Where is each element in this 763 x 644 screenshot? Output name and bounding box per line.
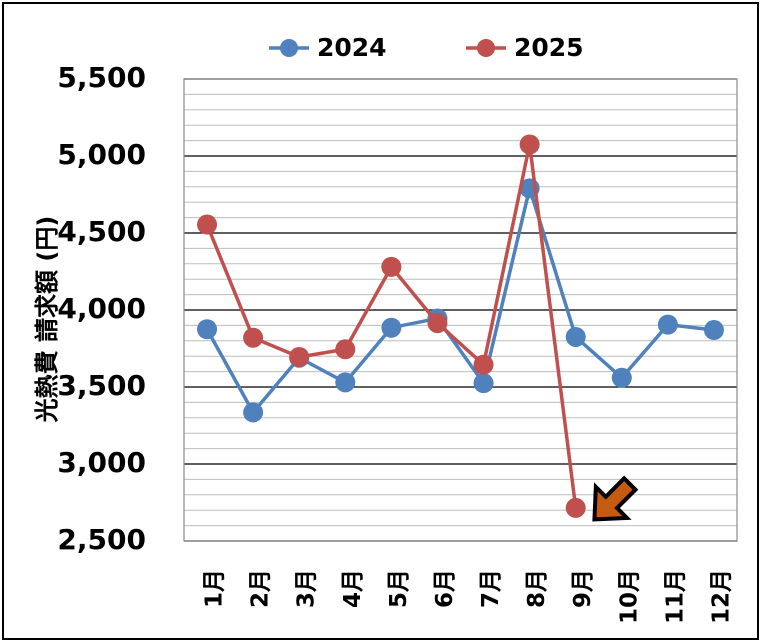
x-tick-label: 11月	[662, 569, 688, 624]
data-point	[335, 339, 356, 360]
data-point	[335, 372, 356, 393]
data-point	[565, 497, 586, 518]
legend: 2024 2025	[269, 33, 584, 62]
y-tick-label: 3,500	[57, 369, 146, 402]
data-point	[197, 214, 218, 235]
legend-label: 2025	[514, 33, 584, 62]
plot-area: 2,500 3,000 3,500 4,000 4,500 5,000 5,500 1月 2月 3…	[57, 61, 738, 624]
line-chart: 2024 2025 光熱費 請求額 (円) 2,500 3,000 3,500 4,00…	[33, 33, 738, 624]
y-axis-label: 光熱費 請求額 (円)	[33, 216, 61, 424]
x-tick-label: 12月	[708, 569, 734, 624]
data-point	[519, 134, 540, 155]
legend-label: 2024	[317, 33, 387, 62]
x-tick-label: 8月	[524, 569, 550, 608]
x-tick-label: 1月	[202, 569, 228, 608]
y-tick-label: 2,500	[57, 523, 146, 556]
series-2025	[197, 134, 586, 518]
y-tick-label: 4,000	[57, 292, 146, 325]
y-tick-label: 4,500	[57, 215, 146, 248]
x-tick-label: 4月	[340, 569, 366, 608]
data-point	[657, 314, 678, 335]
x-tick-label: 2月	[248, 569, 274, 608]
series-line	[205, 186, 715, 415]
data-point	[473, 354, 494, 375]
plot-border	[183, 78, 738, 542]
data-point	[289, 346, 310, 367]
x-tick-label: 10月	[616, 569, 642, 624]
y-tick-label: 5,500	[57, 61, 146, 94]
data-point	[381, 317, 402, 338]
data-point	[381, 256, 402, 277]
legend-marker	[280, 39, 298, 57]
x-tick-label: 5月	[386, 569, 412, 608]
data-point	[243, 402, 264, 423]
y-tick-label: 5,000	[57, 138, 146, 171]
x-tick-label: 9月	[570, 569, 596, 608]
legend-marker	[477, 39, 495, 57]
data-point	[565, 326, 586, 347]
legend-item-2024: 2024	[269, 33, 387, 62]
data-point	[243, 327, 264, 348]
data-point	[197, 319, 218, 340]
y-tick-label: 3,000	[57, 446, 146, 479]
annotation-arrow-icon	[592, 475, 639, 522]
y-axis-label-group: 光熱費 請求額 (円)	[33, 216, 61, 424]
series-2024	[197, 178, 724, 423]
down-left-arrow	[592, 475, 639, 522]
x-tick-label: 3月	[294, 569, 320, 608]
legend-item-2025: 2025	[466, 33, 584, 62]
x-tick-label: 7月	[478, 569, 504, 608]
data-point	[427, 313, 448, 334]
data-point	[473, 373, 494, 394]
x-tick-label: 6月	[432, 569, 458, 608]
data-point	[703, 320, 724, 341]
data-point	[611, 367, 632, 388]
